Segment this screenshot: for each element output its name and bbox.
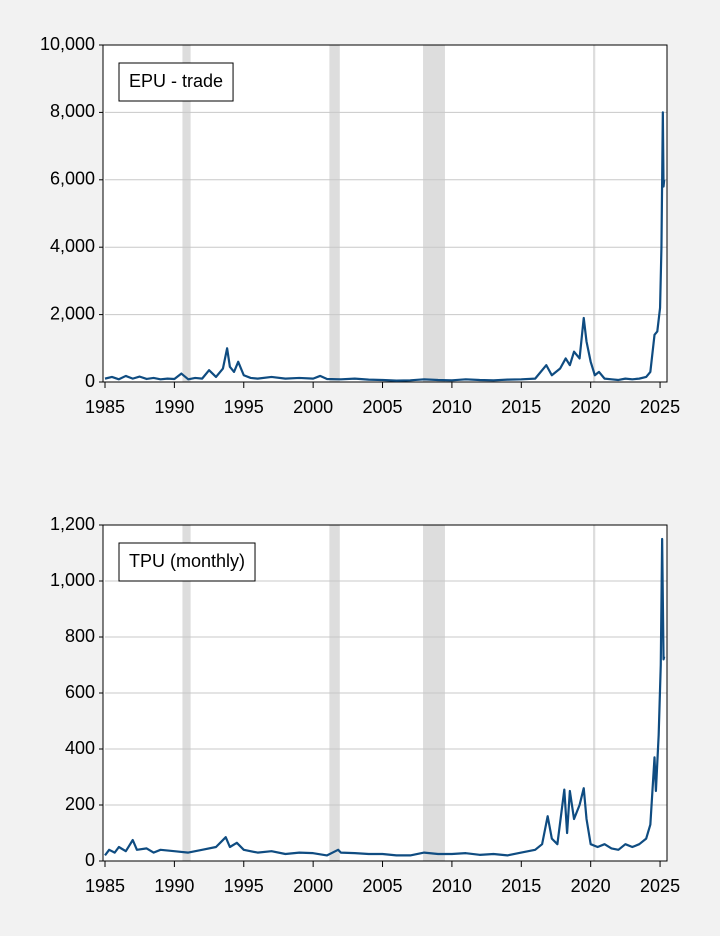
recession-band xyxy=(182,45,191,382)
x-tick-label: 2010 xyxy=(432,397,472,417)
legend-box xyxy=(118,62,234,102)
x-tick-label: 2015 xyxy=(501,876,541,896)
x-tick-label: 1985 xyxy=(85,876,125,896)
legend-box xyxy=(118,542,256,582)
y-tick-label: 1,200 xyxy=(50,514,95,534)
data-line xyxy=(104,111,666,382)
recession-band xyxy=(329,45,340,382)
x-tick-label: 1985 xyxy=(85,397,125,417)
x-tick-label: 2000 xyxy=(293,397,333,417)
y-tick-label: 4,000 xyxy=(50,236,95,256)
x-tick-label: 2000 xyxy=(293,876,333,896)
y-tick-label: 0 xyxy=(85,371,95,391)
y-tick-label: 2,000 xyxy=(50,303,95,323)
x-tick-label: 2020 xyxy=(571,876,611,896)
x-tick-label: 1990 xyxy=(154,876,194,896)
y-tick-label: 0 xyxy=(85,850,95,870)
recession-band xyxy=(593,45,596,382)
plot-frame xyxy=(102,524,668,862)
x-tick-label: 2025 xyxy=(640,397,680,417)
x-tick-label: 2005 xyxy=(363,876,403,896)
x-tick-label: 2005 xyxy=(363,397,403,417)
x-tick-label: 1990 xyxy=(154,397,194,417)
data-line xyxy=(104,537,666,857)
legend-label: TPU (monthly) xyxy=(129,551,245,571)
y-tick-label: 1,000 xyxy=(50,570,95,590)
plot-frame xyxy=(102,44,668,383)
y-tick-label: 10,000 xyxy=(40,34,95,54)
x-tick-label: 2020 xyxy=(571,397,611,417)
y-tick-label: 200 xyxy=(65,794,95,814)
recession-band xyxy=(423,45,445,382)
y-tick-label: 8,000 xyxy=(50,101,95,121)
x-tick-label: 1995 xyxy=(224,397,264,417)
y-tick-label: 400 xyxy=(65,738,95,758)
y-tick-label: 800 xyxy=(65,626,95,646)
legend-label: EPU - trade xyxy=(129,71,223,91)
x-tick-label: 2025 xyxy=(640,876,680,896)
y-tick-label: 6,000 xyxy=(50,169,95,189)
x-tick-label: 2010 xyxy=(432,876,472,896)
x-tick-label: 1995 xyxy=(224,876,264,896)
x-tick-label: 2015 xyxy=(501,397,541,417)
y-tick-label: 600 xyxy=(65,682,95,702)
